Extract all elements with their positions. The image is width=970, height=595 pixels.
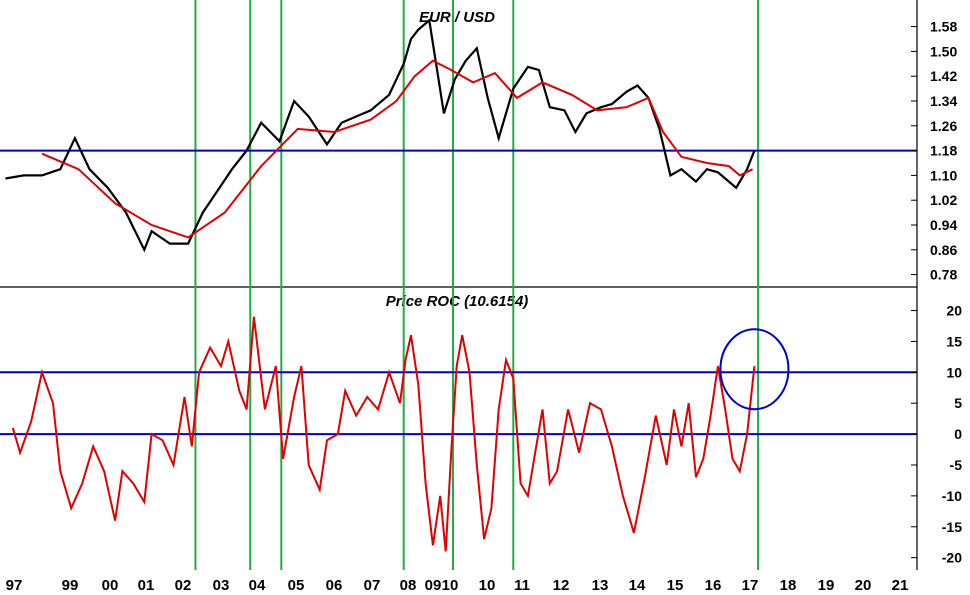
x-tick-label: 13 xyxy=(592,577,609,594)
y-tick-label: 1.50 xyxy=(930,43,957,59)
y-tick-label: 20 xyxy=(946,303,962,319)
x-tick-label: 02 xyxy=(175,577,192,594)
y-tick-label: 1.42 xyxy=(930,68,957,84)
y-tick-label: 0.86 xyxy=(930,242,957,258)
x-tick-label: 97 xyxy=(6,577,23,594)
moving-average-series xyxy=(41,59,754,239)
roc-series xyxy=(11,316,756,552)
y-tick-label: 10 xyxy=(946,364,962,380)
y-tick-label: 5 xyxy=(954,395,962,411)
x-tick-label: 12 xyxy=(553,577,570,594)
x-tick-label: 17 xyxy=(742,577,759,594)
x-tick-label: 04 xyxy=(249,577,266,594)
x-tick-label: 07 xyxy=(364,577,381,594)
x-axis: 97 99 00 01 02 03 04 05 06 07 08 09 10 10 11 12 13 14 15 16… xyxy=(6,577,909,594)
x-tick-label: 09 xyxy=(425,577,442,594)
y-tick-label: 15 xyxy=(946,333,962,349)
x-tick-label: 05 xyxy=(288,577,305,594)
y-tick-label: 1.18 xyxy=(930,143,957,159)
y-tick-label: 1.02 xyxy=(930,192,957,208)
x-tick-label: 10 xyxy=(479,577,496,594)
x-tick-label: 19 xyxy=(818,577,835,594)
y-tick-label: 1.26 xyxy=(930,118,957,134)
x-tick-label: 00 xyxy=(102,577,119,594)
x-tick-label: 20 xyxy=(855,577,872,594)
y-tick-label: -10 xyxy=(942,488,962,504)
price-panel-title: EUR / USD xyxy=(419,9,495,26)
y-tick-label: -20 xyxy=(942,550,962,566)
roc-panel: Price ROC (10.6154) 20 15 10 5 0 -5 -10 -15 -20 xyxy=(0,287,962,570)
price-panel: EUR / USD 1.58 1.50 1.42 1.34 1.26 1.18 1.10 1.… xyxy=(0,0,957,570)
y-tick-label: 1.34 xyxy=(930,93,957,109)
x-tick-label: 15 xyxy=(667,577,684,594)
x-tick-label: 16 xyxy=(705,577,722,594)
x-tick-label: 18 xyxy=(780,577,797,594)
y-tick-label: -15 xyxy=(942,519,962,535)
y-tick-label: 1.58 xyxy=(930,19,957,35)
y-tick-label: 0.94 xyxy=(930,217,957,233)
highlight-circle xyxy=(719,328,790,411)
x-tick-label: 21 xyxy=(892,577,909,594)
x-tick-label: 11 xyxy=(514,577,530,594)
y-tick-label: 1.10 xyxy=(930,167,957,183)
y-tick-label: -5 xyxy=(950,457,963,473)
x-tick-label: 03 xyxy=(213,577,230,594)
price-series xyxy=(5,18,756,253)
x-tick-label: 99 xyxy=(62,577,79,594)
y-tick-label: 0.78 xyxy=(930,267,957,283)
x-tick-label: 01 xyxy=(138,577,155,594)
roc-panel-title: Price ROC (10.6154) xyxy=(386,293,529,310)
x-tick-label: 06 xyxy=(326,577,343,594)
y-tick-label: 0 xyxy=(954,426,962,442)
x-tick-label: 08 xyxy=(400,577,417,594)
x-tick-label: 10 xyxy=(442,577,459,594)
x-tick-label: 14 xyxy=(629,577,646,594)
